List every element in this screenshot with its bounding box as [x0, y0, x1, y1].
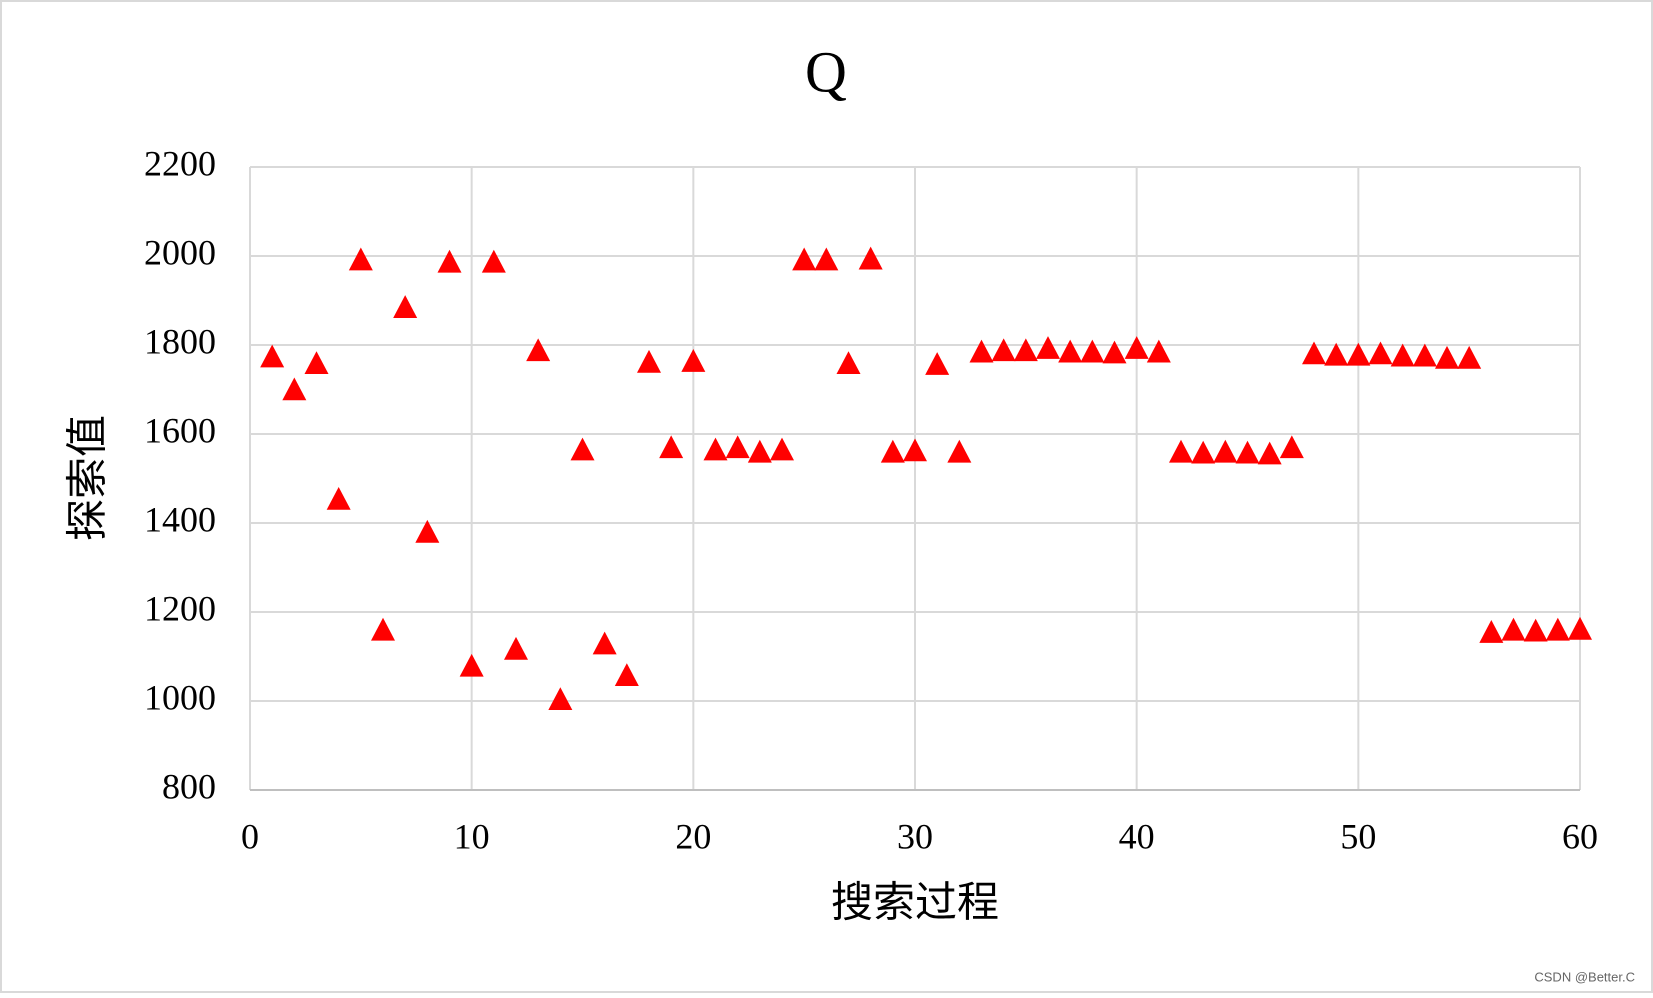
data-point — [770, 437, 794, 461]
data-point — [1279, 435, 1304, 459]
data-point — [1169, 439, 1193, 463]
data-point — [570, 437, 595, 461]
data-point — [925, 352, 950, 375]
data-point — [1568, 616, 1592, 640]
data-point — [947, 439, 972, 463]
data-point — [792, 247, 817, 271]
data-point — [1080, 339, 1105, 363]
data-point — [1501, 617, 1526, 641]
chart-title: Q — [805, 39, 847, 104]
x-tick-label: 10 — [454, 816, 490, 856]
y-tick-label: 2000 — [144, 232, 216, 272]
data-point — [1058, 339, 1083, 363]
y-tick-label: 1200 — [144, 588, 216, 628]
data-point — [747, 439, 772, 463]
data-point — [1479, 620, 1504, 643]
data-point — [969, 339, 994, 363]
x-tick-label: 0 — [241, 816, 259, 856]
data-point — [481, 249, 506, 273]
y-tick-label: 800 — [162, 766, 216, 806]
data-point — [526, 338, 551, 362]
data-point — [1412, 343, 1437, 367]
data-point — [880, 439, 905, 463]
data-point — [903, 438, 927, 462]
data-point — [991, 338, 1016, 362]
data-point — [1146, 339, 1171, 363]
y-tick-label: 1000 — [144, 677, 216, 717]
data-point — [1257, 441, 1282, 465]
data-point — [415, 519, 440, 543]
data-point — [858, 246, 883, 270]
data-point — [1346, 342, 1371, 366]
data-point — [1390, 343, 1415, 367]
data-point — [304, 351, 329, 375]
data-point — [614, 663, 639, 686]
data-point — [814, 247, 839, 271]
data-point — [371, 617, 395, 641]
data-point — [1457, 345, 1482, 369]
x-tick-label: 60 — [1562, 816, 1598, 856]
data-point — [1191, 440, 1216, 464]
data-point — [348, 247, 373, 271]
data-point — [282, 377, 307, 401]
data-point — [1545, 617, 1570, 641]
data-point — [592, 631, 617, 655]
data-point — [393, 295, 418, 318]
data-point — [459, 653, 484, 677]
y-tick-label: 1600 — [144, 410, 216, 450]
y-tick-label: 2200 — [144, 143, 216, 183]
data-point — [725, 435, 750, 459]
data-point — [1523, 618, 1548, 642]
x-axis-label: 搜索过程 — [831, 878, 999, 927]
data-point — [1102, 340, 1127, 364]
data-point — [1235, 440, 1260, 464]
data-point — [437, 249, 462, 273]
y-tick-label: 1400 — [144, 499, 216, 539]
data-point — [1324, 342, 1349, 366]
data-point — [836, 351, 861, 375]
data-point — [1036, 336, 1060, 359]
watermark: CSDN @Better.C — [1534, 969, 1635, 984]
data-point — [260, 344, 285, 368]
data-point — [1368, 341, 1393, 365]
y-axis-label: 探索值 — [63, 415, 112, 541]
data-point — [1435, 345, 1459, 369]
x-tick-label: 50 — [1340, 816, 1376, 856]
x-tick-label: 30 — [897, 816, 933, 856]
y-tick-label: 1800 — [144, 321, 216, 361]
data-point — [504, 636, 528, 660]
data-point — [326, 486, 351, 510]
data-point — [548, 687, 573, 711]
data-point — [1013, 338, 1038, 362]
data-point — [681, 349, 706, 372]
data-point — [637, 349, 661, 373]
data-point — [703, 437, 728, 461]
data-point — [1124, 336, 1149, 359]
data-point — [1213, 439, 1238, 463]
data-point — [659, 435, 684, 459]
x-tick-label: 40 — [1119, 816, 1155, 856]
data-point — [1302, 341, 1326, 365]
x-tick-label: 20 — [675, 816, 711, 856]
